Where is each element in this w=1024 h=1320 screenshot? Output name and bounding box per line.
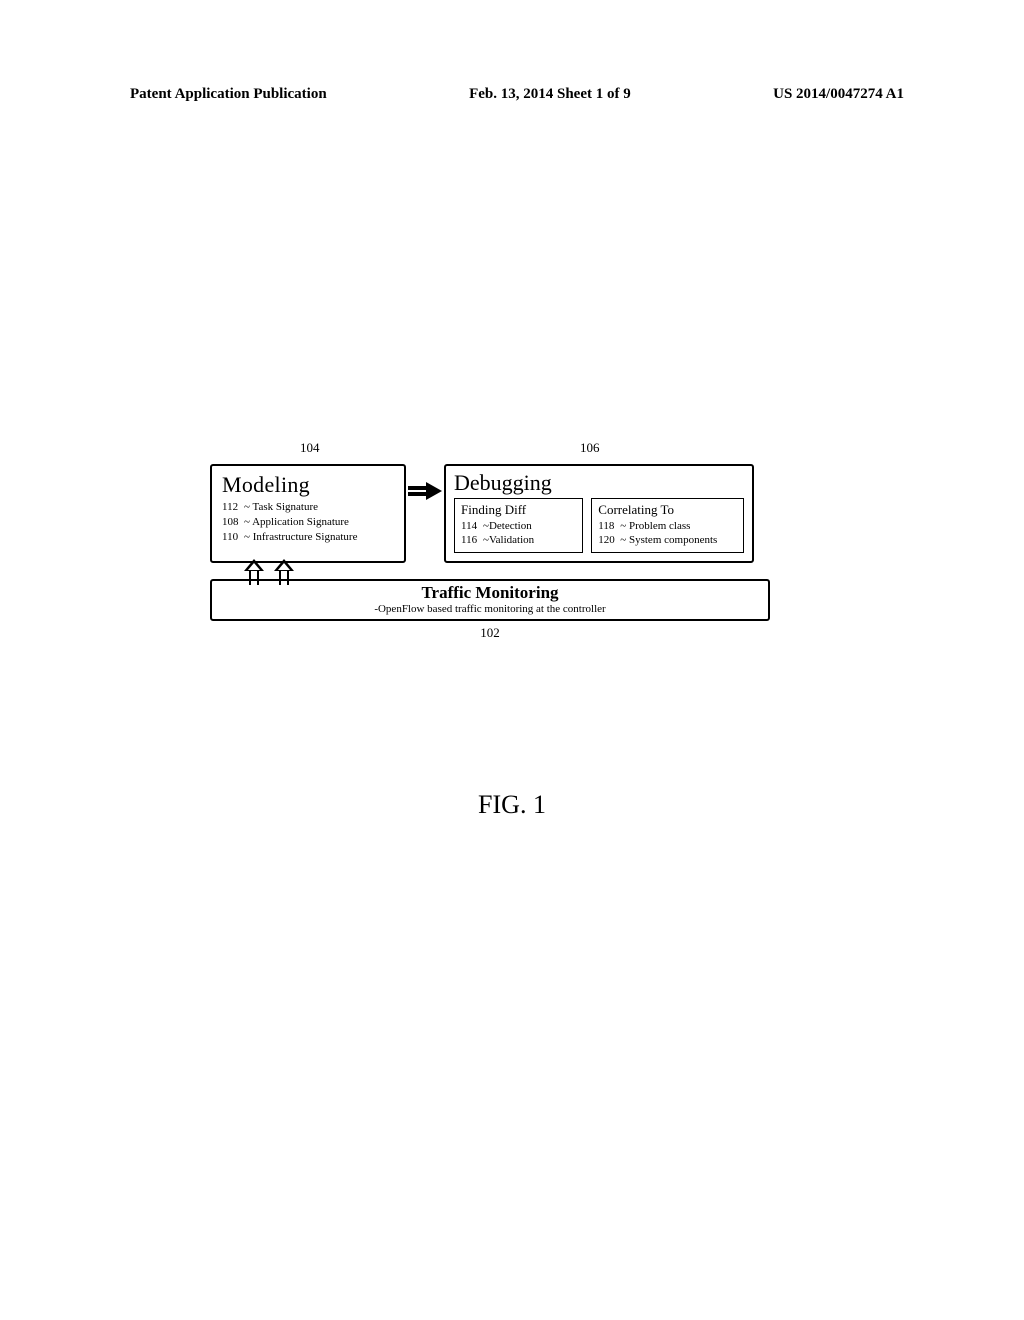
header-right: US 2014/0047274 A1	[773, 86, 904, 103]
figure-label: FIG. 1	[0, 790, 1024, 820]
header-left: Patent Application Publication	[130, 86, 327, 103]
modeling-item-1-text: ~ Application Signature	[244, 515, 349, 530]
mid-arrows	[210, 563, 770, 579]
traffic-monitoring-box: Traffic Monitoring -OpenFlow based traff…	[210, 579, 770, 621]
ref-120: 120	[598, 533, 620, 548]
top-reference-numbers: 104 106	[210, 440, 770, 464]
traffic-title: Traffic Monitoring	[212, 583, 768, 603]
ref-102: 102	[210, 625, 770, 641]
finding-diff-item-0-text: ~Detection	[483, 520, 532, 532]
debugging-box: Debugging Finding Diff 114~Detection 116…	[444, 464, 754, 563]
ref-106: 106	[580, 440, 600, 456]
diagram: 104 106 Modeling 112~ Task Signature 108…	[210, 440, 770, 641]
ref-116: 116	[461, 533, 483, 548]
header-center: Feb. 13, 2014 Sheet 1 of 9	[469, 86, 631, 103]
modeling-item-1: 108~ Application Signature	[222, 515, 394, 530]
ref-112: 112	[222, 500, 244, 515]
modeling-item-2: 110~ Infrastructure Signature	[222, 530, 394, 545]
correlating-to-item-1-text: ~ System components	[620, 534, 717, 546]
debugging-subrow: Finding Diff 114~Detection 116~Validatio…	[454, 498, 744, 553]
modeling-item-0-text: ~ Task Signature	[244, 500, 318, 515]
arrow-up-icon	[244, 559, 264, 585]
modeling-title: Modeling	[222, 472, 394, 498]
page-header: Patent Application Publication Feb. 13, …	[0, 86, 1024, 103]
correlating-to-item-0-text: ~ Problem class	[620, 520, 690, 532]
arrow-right-icon	[408, 484, 444, 498]
ref-114: 114	[461, 519, 483, 534]
ref-104: 104	[300, 440, 320, 456]
debugging-title: Debugging	[454, 470, 744, 496]
correlating-to-box: Correlating To 118~ Problem class 120~ S…	[591, 498, 744, 553]
modeling-item-0: 112~ Task Signature	[222, 500, 394, 515]
correlating-to-title: Correlating To	[598, 501, 737, 519]
correlating-to-item-1: 120~ System components	[598, 533, 737, 548]
top-boxes-row: Modeling 112~ Task Signature 108~ Applic…	[210, 464, 770, 563]
modeling-box: Modeling 112~ Task Signature 108~ Applic…	[210, 464, 406, 563]
finding-diff-item-1: 116~Validation	[461, 533, 576, 548]
arrow-up-icon	[274, 559, 294, 585]
finding-diff-box: Finding Diff 114~Detection 116~Validatio…	[454, 498, 583, 553]
finding-diff-title: Finding Diff	[461, 501, 576, 519]
modeling-item-2-text: ~ Infrastructure Signature	[244, 530, 357, 545]
finding-diff-item-1-text: ~Validation	[483, 534, 534, 546]
ref-118: 118	[598, 519, 620, 534]
correlating-to-item-0: 118~ Problem class	[598, 519, 737, 534]
ref-108: 108	[222, 515, 244, 530]
finding-diff-item-0: 114~Detection	[461, 519, 576, 534]
traffic-subtitle: -OpenFlow based traffic monitoring at th…	[212, 603, 768, 615]
ref-110: 110	[222, 530, 244, 545]
